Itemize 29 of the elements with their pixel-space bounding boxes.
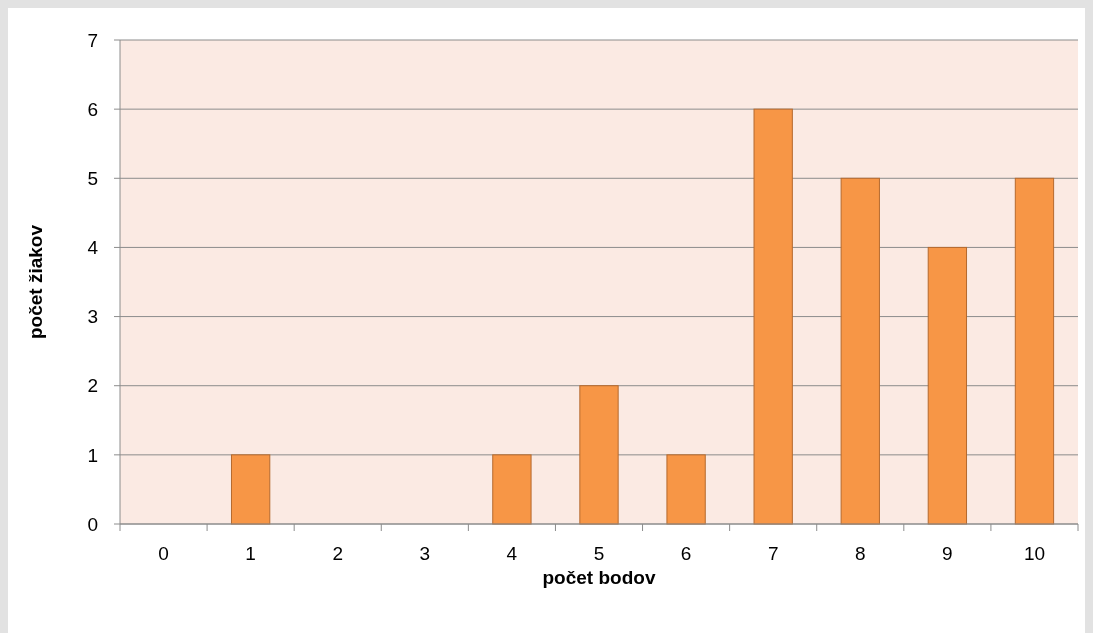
x-tick-label: 9 xyxy=(942,543,953,564)
x-tick-label: 8 xyxy=(854,543,866,564)
x-tick-label: 10 xyxy=(1023,543,1046,564)
x-tick-label: 7 xyxy=(767,543,779,564)
bar xyxy=(927,246,968,525)
x-tick-label: 2 xyxy=(332,543,344,564)
y-tick-label: 7 xyxy=(87,29,98,51)
y-tick-label: 2 xyxy=(87,375,98,397)
bar xyxy=(492,454,532,525)
y-axis-title: počet žiakov xyxy=(25,224,46,340)
bar xyxy=(666,454,706,525)
bar xyxy=(579,385,619,525)
x-tick-label: 6 xyxy=(680,543,692,564)
y-tick-label: 1 xyxy=(87,444,98,466)
y-tick-label: 6 xyxy=(87,98,98,120)
bar xyxy=(840,177,880,525)
x-tick-label: 0 xyxy=(158,543,169,564)
x-tick-label: 1 xyxy=(245,543,256,564)
y-tick-label: 3 xyxy=(87,306,98,328)
bar xyxy=(753,108,793,525)
x-axis-title: počet bodov xyxy=(542,567,656,588)
x-tick-label: 5 xyxy=(593,543,605,564)
x-tick-label: 4 xyxy=(506,543,518,564)
bar xyxy=(230,454,271,525)
y-tick-label: 5 xyxy=(87,167,98,189)
y-tick-label: 4 xyxy=(87,237,99,259)
x-tick-label: 3 xyxy=(419,543,431,564)
y-tick-label: 0 xyxy=(87,513,98,535)
bar xyxy=(1014,177,1055,525)
